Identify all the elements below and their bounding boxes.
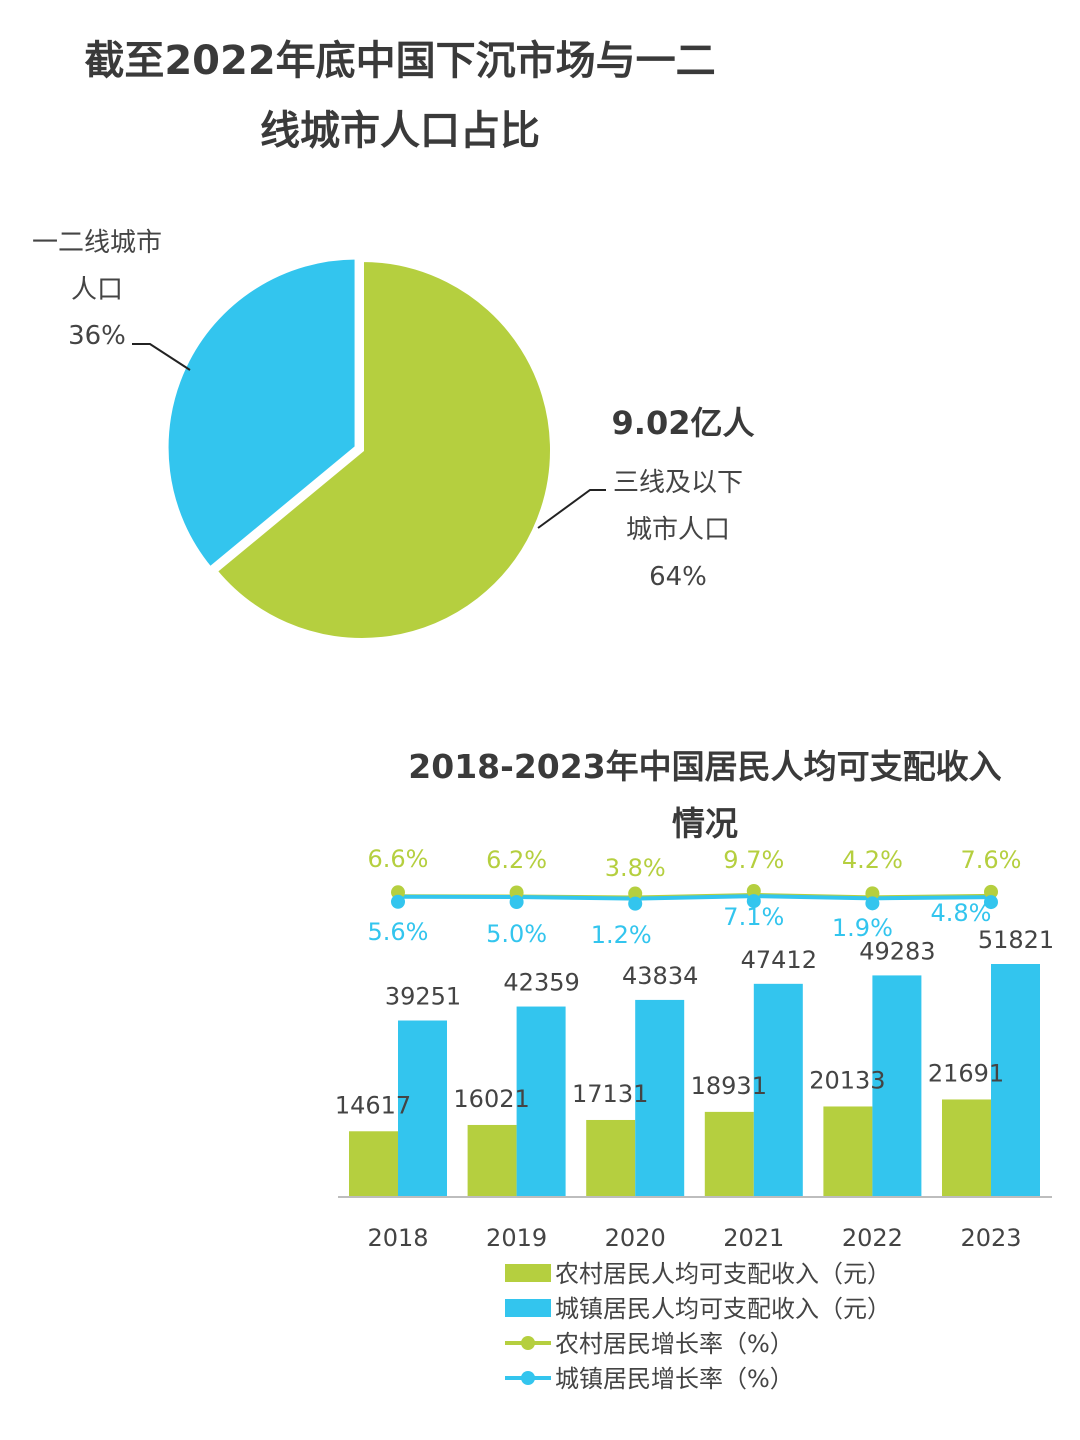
x-tick-label-2019: 2019 — [486, 1224, 547, 1252]
legend-label-rural-growth: 农村居民增长率（%） — [555, 1330, 794, 1358]
rate-label-urban-2023: 4.8% — [931, 899, 992, 927]
pie-label-top-tier-line2: 人口 — [71, 275, 123, 305]
bar-rural-2021 — [704, 1111, 754, 1197]
point-urban-growth-2021 — [746, 894, 761, 909]
pie-chart-title-line2: 线城市人口占比 — [260, 108, 540, 154]
bar-rural-2023 — [942, 1099, 991, 1197]
legend-label-rural-income: 农村居民人均可支配收入（元） — [555, 1260, 891, 1288]
x-tick-label-2022: 2022 — [842, 1224, 903, 1252]
bar-urban-2019 — [516, 1006, 566, 1197]
leader-line-lower-tier — [537, 489, 606, 529]
point-urban-growth-2022 — [865, 896, 880, 911]
value-label-rural-2019: 16021 — [453, 1085, 529, 1113]
bar-rural-2020 — [586, 1119, 636, 1197]
point-rural-growth-2021 — [746, 883, 761, 898]
bar-urban-2020 — [635, 999, 685, 1197]
line-urban-growth — [397, 894, 992, 901]
bar-urban-2018 — [398, 1020, 447, 1197]
rate-label-rural-2023: 7.6% — [961, 846, 1022, 874]
value-label-urban-2021: 47412 — [741, 946, 817, 974]
bar-urban-2021 — [753, 983, 803, 1197]
legend-marker-rural-growth — [521, 1336, 535, 1350]
rate-label-rural-2020: 3.8% — [605, 854, 666, 882]
x-tick-label-2020: 2020 — [605, 1224, 666, 1252]
x-tick-label-2023: 2023 — [960, 1224, 1021, 1252]
value-label-rural-2018: 14617 — [335, 1091, 411, 1119]
bar-chart-title-line1: 2018-2023年中国居民人均可支配收入 — [408, 747, 1002, 786]
x-tick-label-2021: 2021 — [723, 1224, 784, 1252]
value-label-urban-2018: 39251 — [385, 983, 461, 1011]
value-label-urban-2022: 49283 — [859, 937, 935, 965]
pie-label-lower-tier-population: 9.02亿人 — [612, 404, 755, 442]
bar-chart-title-line2: 情况 — [672, 804, 738, 843]
leader-line-top-tier — [132, 343, 191, 371]
point-rural-growth-2020 — [628, 886, 643, 901]
value-label-rural-2021: 18931 — [691, 1072, 767, 1100]
point-urban-growth-2020 — [628, 896, 643, 911]
value-label-urban-2020: 43834 — [622, 962, 698, 990]
point-urban-growth-2023 — [984, 895, 998, 910]
point-rural-growth-2023 — [984, 884, 998, 899]
pie-label-top-tier-percent: 36% — [68, 321, 126, 351]
point-urban-growth-2018 — [391, 894, 405, 909]
pie-label-top-tier-line1: 一二线城市 — [32, 228, 162, 258]
value-label-rural-2022: 20133 — [809, 1066, 885, 1094]
legend-label-urban-income: 城镇居民人均可支配收入（元） — [555, 1295, 891, 1323]
legend-marker-urban-growth — [521, 1371, 535, 1385]
pie-label-lower-tier-line2: 城市人口 — [626, 515, 730, 545]
rate-label-urban-2020: 1.2% — [591, 921, 652, 949]
legend-label-urban-growth: 城镇居民增长率（%） — [555, 1365, 794, 1393]
rate-label-rural-2022: 4.2% — [842, 846, 903, 874]
point-rural-growth-2022 — [865, 886, 880, 901]
value-label-urban-2023: 51821 — [978, 926, 1054, 954]
rate-label-urban-2022: 1.9% — [832, 914, 893, 942]
bar-rural-2019 — [467, 1124, 517, 1197]
point-urban-growth-2019 — [509, 895, 524, 909]
pie-slice-lower-tier — [212, 257, 554, 642]
bar-urban-2023 — [991, 964, 1040, 1197]
bar-rural-2018 — [349, 1131, 398, 1197]
rate-label-rural-2019: 6.2% — [486, 846, 547, 874]
bar-urban-2022 — [872, 975, 922, 1197]
bar-rural-2022 — [823, 1106, 873, 1197]
value-label-rural-2023: 21691 — [928, 1059, 1004, 1087]
legend-swatch-rural-income — [505, 1264, 551, 1282]
x-tick-label-2018: 2018 — [367, 1224, 428, 1252]
rate-label-urban-2019: 5.0% — [486, 920, 547, 948]
rate-label-rural-2018: 6.6% — [368, 845, 429, 873]
rate-label-urban-2021: 7.1% — [723, 903, 784, 931]
value-label-urban-2019: 42359 — [503, 969, 579, 997]
pie-label-lower-tier-line1: 三线及以下 — [613, 468, 743, 498]
rate-label-urban-2018: 5.6% — [368, 918, 429, 946]
legend-swatch-urban-income — [505, 1299, 551, 1317]
pie-chart-title-line1: 截至2022年底中国下沉市场与一二 — [84, 38, 716, 84]
pie-label-lower-tier-percent: 64% — [649, 562, 707, 592]
value-label-rural-2020: 17131 — [572, 1080, 648, 1108]
rate-label-rural-2021: 9.7% — [723, 846, 784, 874]
